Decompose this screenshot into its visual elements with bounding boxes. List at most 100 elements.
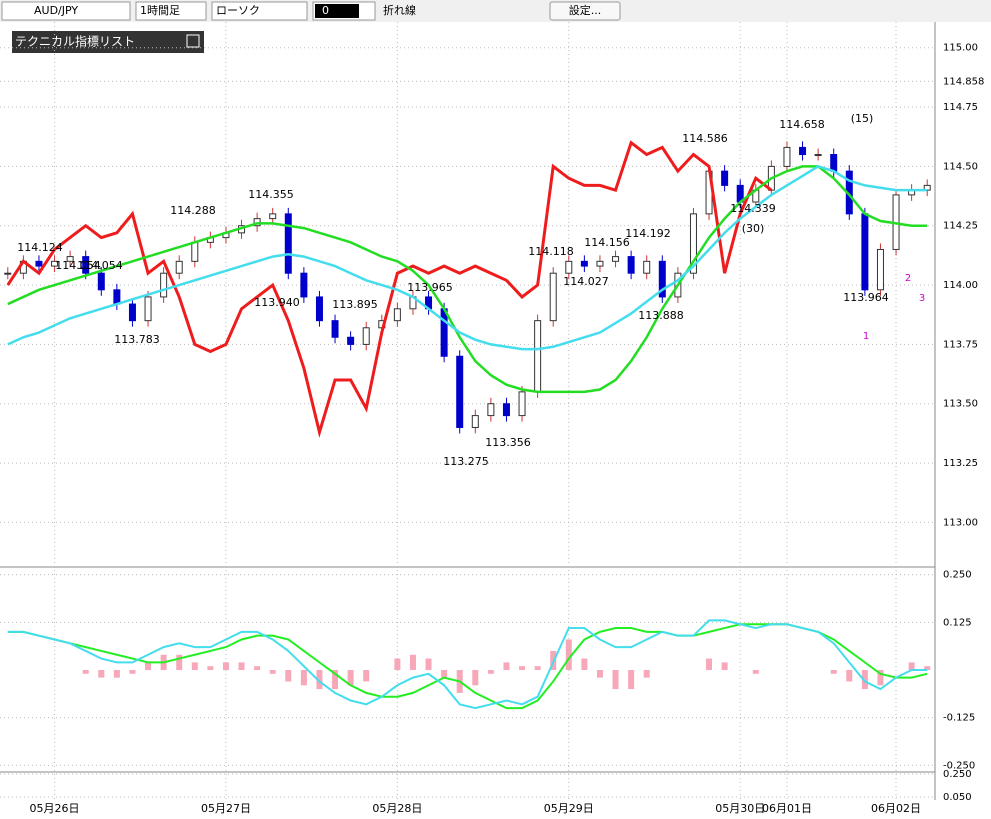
candle <box>518 391 526 417</box>
candle <box>35 260 43 267</box>
x-tick-label: 05月29日 <box>544 802 594 815</box>
candle <box>658 260 666 298</box>
series-line <box>7 165 928 394</box>
candle <box>456 355 464 428</box>
y-tick-label: 114.50 <box>943 161 978 172</box>
histogram-bar <box>425 658 432 670</box>
price-annotation: 114.586 <box>682 132 728 145</box>
price-annotation: 114.124 <box>17 241 63 254</box>
price-annotation: 114.658 <box>779 118 825 131</box>
histogram-bar <box>145 662 152 670</box>
candle <box>721 170 729 186</box>
x-tick-label: 05月27日 <box>201 802 251 815</box>
series-line <box>7 619 928 710</box>
histogram-bar <box>176 654 183 670</box>
histogram-bar <box>394 658 401 670</box>
y-tick-label: 113.75 <box>943 339 978 350</box>
symbol-select[interactable] <box>1 1 131 21</box>
price-annotation: (15) <box>851 112 874 125</box>
histogram-bar <box>441 670 448 678</box>
candle <box>612 256 620 262</box>
x-tick-label: 06月01日 <box>762 802 812 815</box>
price-annotation: 114.156 <box>584 236 630 249</box>
candle <box>97 272 105 291</box>
price-annotation: 113.965 <box>407 281 453 294</box>
histogram-bar <box>82 670 89 674</box>
candle <box>160 272 168 298</box>
histogram-bar <box>721 662 728 670</box>
y-tick-label: 115.00 <box>943 43 978 54</box>
histogram-bar <box>846 670 853 682</box>
candle <box>347 336 355 345</box>
candle <box>580 260 588 267</box>
histogram-bar <box>472 670 479 686</box>
histogram-bar <box>347 670 354 686</box>
series-line <box>7 165 928 351</box>
price-annotation: 113.356 <box>485 436 531 449</box>
timeframe: 1時間足 <box>140 4 180 17</box>
histogram-bar <box>519 666 526 670</box>
y-tick-label: 114.00 <box>943 280 978 291</box>
price-annotation: (30) <box>742 222 765 235</box>
overlay: 0 <box>322 4 329 17</box>
histogram-bar <box>861 670 868 690</box>
candle <box>783 146 791 167</box>
x-tick-label: 06月02日 <box>871 802 921 815</box>
histogram-bar <box>285 670 292 682</box>
candle <box>300 272 308 298</box>
candle <box>502 403 510 417</box>
price-annotation: 3 <box>919 293 925 304</box>
price-annotation: 2 <box>905 273 911 284</box>
candle <box>830 154 838 172</box>
series-line <box>6 140 773 438</box>
histogram-bar <box>612 670 619 690</box>
histogram-bar <box>534 666 541 670</box>
candle <box>128 303 136 322</box>
histogram-bar <box>222 662 229 670</box>
histogram-bar <box>254 666 261 670</box>
price-annotation: 113.940 <box>254 296 300 309</box>
price-annotation: 114.118 <box>528 245 574 258</box>
line-style: 折れ線 <box>383 3 416 17</box>
histogram-bar <box>706 658 713 670</box>
style-select[interactable] <box>211 1 308 21</box>
price-annotation: 114.054 <box>77 259 123 272</box>
panel-toggle[interactable] <box>186 34 200 48</box>
histogram-bar <box>877 670 884 686</box>
price-annotation: 113.275 <box>443 455 489 468</box>
candle <box>66 256 74 262</box>
symbol: AUD/JPY <box>34 4 78 17</box>
histogram-bar <box>98 670 105 678</box>
histogram-bar <box>269 670 276 674</box>
histogram-bar <box>908 662 915 670</box>
histogram-bar <box>129 670 136 674</box>
candle <box>689 213 697 274</box>
price-annotation: 113.783 <box>114 333 160 346</box>
y-tick-label: 114.75 <box>943 102 978 113</box>
price-annotation: 113.888 <box>638 309 684 322</box>
histogram-bar <box>581 658 588 670</box>
y-tick-label: -0.125 <box>943 713 975 724</box>
histogram-bar <box>316 670 323 690</box>
histogram-bar <box>207 666 214 670</box>
histogram-bar <box>113 670 120 678</box>
candle <box>487 403 495 417</box>
histogram-bar <box>300 670 307 686</box>
candle <box>4 272 12 275</box>
candle <box>82 256 90 274</box>
price-annotation: 114.355 <box>248 188 294 201</box>
histogram-bar <box>596 670 603 678</box>
candle <box>549 272 557 322</box>
price-annotation: 1 <box>863 331 869 342</box>
price-annotation: 114.288 <box>170 204 216 217</box>
timeframe-select[interactable] <box>135 1 207 21</box>
settings-button[interactable] <box>549 1 621 21</box>
candle <box>596 260 604 267</box>
y-tick-label: 0.125 <box>943 617 972 628</box>
candle <box>440 308 448 357</box>
histogram-bar <box>487 670 494 674</box>
indicator-title: テクニカル指標リスト <box>15 34 135 49</box>
x-tick-label: 05月30日 <box>715 802 765 815</box>
y-tick-label: -0.250 <box>943 760 975 771</box>
